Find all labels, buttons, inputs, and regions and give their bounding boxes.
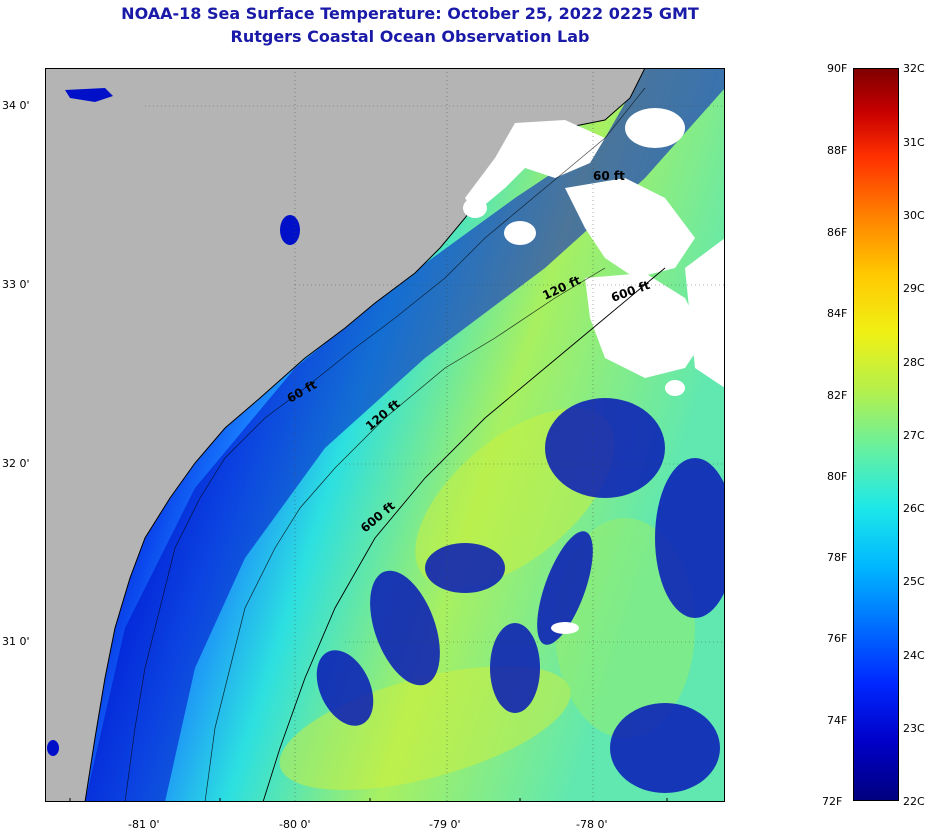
colorbar-f-label: 78F: [827, 551, 848, 564]
colorbar-c-label: 24C: [903, 649, 925, 662]
colorbar-c-label: 29C: [903, 282, 925, 295]
colorbar-f-label: 90F: [827, 62, 848, 75]
colorbar-c-label: 27C: [903, 429, 925, 442]
lat-label: 31 0': [2, 635, 30, 648]
colorbar-f-label: 82F: [827, 389, 848, 402]
colorbar-c-label: 25C: [903, 575, 925, 588]
colorbar-c-label: 31C: [903, 136, 925, 149]
sst-map: 60 ft 120 ft 600 ft 60 ft 120 ft 600 ft: [45, 68, 725, 802]
colorbar-c-label: 32C: [903, 62, 925, 75]
lon-label: -78 0': [576, 818, 608, 831]
lon-label: -81 0': [128, 818, 160, 831]
colorbar-f-label: 72F: [822, 795, 843, 808]
colorbar-f-label: 74F: [827, 714, 848, 727]
lat-label: 34 0': [2, 99, 30, 112]
colorbar-f-label: 86F: [827, 226, 848, 239]
contour-label: 60 ft: [593, 169, 625, 183]
colorbar-f-label: 84F: [827, 307, 848, 320]
lat-label: 32 0': [2, 457, 30, 470]
lon-label: -80 0': [279, 818, 311, 831]
colorbar-c-label: 22C: [903, 795, 925, 808]
colorbar-c-label: 30C: [903, 209, 925, 222]
lon-label: -79 0': [429, 818, 461, 831]
temperature-colorbar: [853, 68, 899, 801]
colorbar-c-label: 23C: [903, 722, 925, 735]
colorbar-c-label: 28C: [903, 356, 925, 369]
colorbar-f-label: 88F: [827, 144, 848, 157]
colorbar-c-label: 26C: [903, 502, 925, 515]
map-subtitle: Rutgers Coastal Ocean Observation Lab: [230, 27, 590, 46]
map-title: NOAA-18 Sea Surface Temperature: October…: [121, 4, 699, 23]
lat-label: 33 0': [2, 278, 30, 291]
colorbar-f-label: 76F: [827, 632, 848, 645]
colorbar-f-label: 80F: [827, 470, 848, 483]
